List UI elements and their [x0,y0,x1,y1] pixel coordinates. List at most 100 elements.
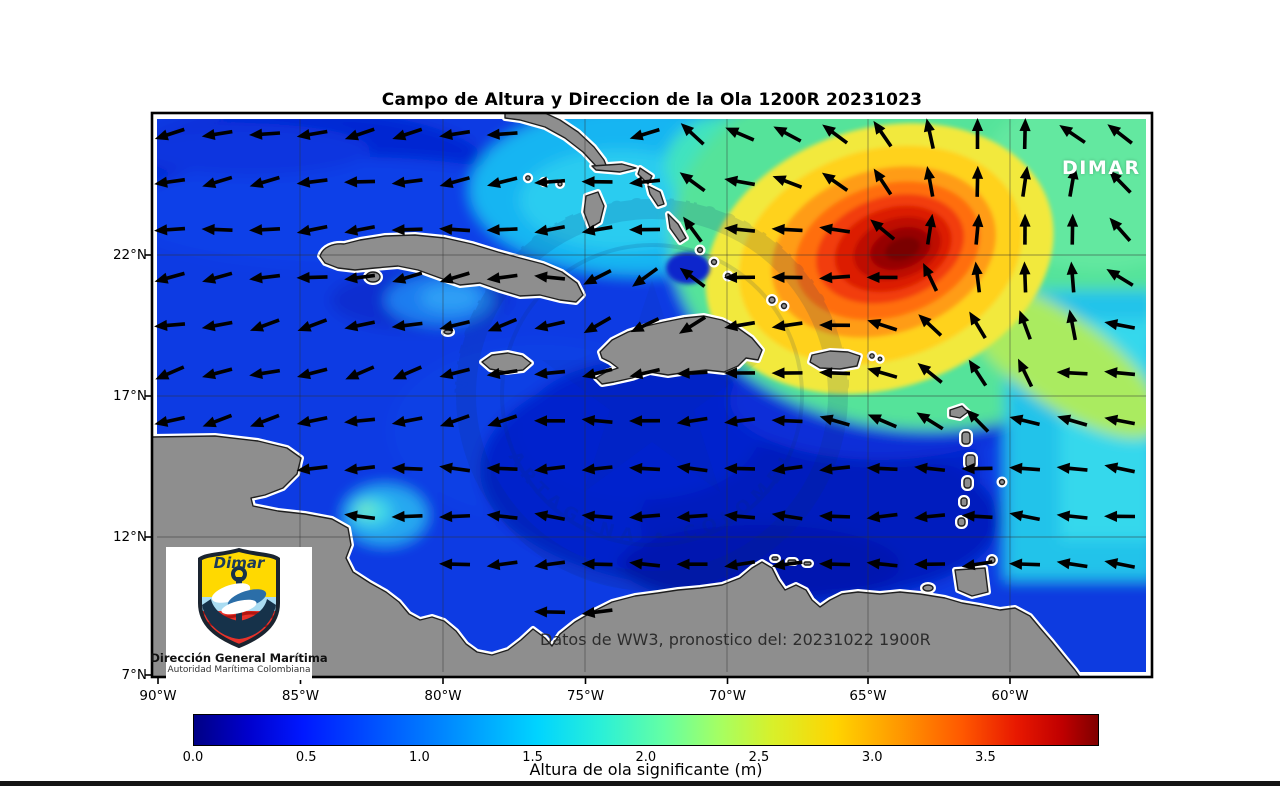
dimar-map-brand: DIMAR [1062,157,1141,179]
wave-arrow [772,175,803,189]
wave-arrow [439,223,471,236]
wave-arrow [1019,213,1031,245]
wave-arrow [676,558,708,570]
wave-arrow [1067,166,1079,197]
wave-arrow [391,510,423,523]
wave-arrow [391,224,423,236]
wave-arrow [439,510,471,523]
wave-arrow [961,463,993,475]
lon-tick-label: 90°W [139,688,177,704]
wave-arrow [1019,261,1031,293]
wave-arrow [923,118,935,150]
wave-arrow [249,318,280,332]
wave-arrow [629,367,661,380]
wave-arrow [819,558,851,570]
data-source-note: Datos de WW3, pronostico del: 20231022 1… [540,630,931,649]
wave-arrow [1108,170,1132,194]
wave-arrow [344,176,376,188]
wave-arrow [968,359,988,387]
wave-arrow [534,463,566,475]
wave-arrow [202,175,233,189]
colorbar-tick-label: 0.5 [295,750,317,765]
wave-arrow [534,415,566,427]
wave-arrow [1066,261,1078,293]
colorbar-gradient [193,714,1099,746]
wave-arrow [819,272,851,284]
wave-arrow [771,320,803,332]
wave-arrow [534,271,566,283]
wave-arrow [391,415,423,427]
wave-arrow [771,510,803,522]
colorbar-tick-label: 1.5 [522,750,543,765]
wave-arrow [391,176,423,188]
wave-arrow [486,559,518,571]
wave-arrow [1009,462,1041,474]
wave-arrow [392,365,422,380]
wave-arrow [1104,414,1136,426]
lat-tick-label: 7°N [121,667,147,683]
wave-arrow [439,367,470,380]
wave-arrow [486,272,518,284]
lon-tick-label: 65°W [849,688,887,704]
wave-arrow [583,268,612,285]
wave-arrow [866,511,898,523]
wave-arrow [866,462,898,475]
lat-tick-label: 12°N [112,529,147,545]
wave-arrow [679,267,706,288]
wave-arrow [344,224,376,236]
wave-arrow [1019,165,1031,197]
wave-arrow [683,216,703,243]
wave-arrow [1104,558,1136,570]
wave-arrow [914,558,946,570]
wave-arrow [534,606,566,618]
wave-arrow [630,317,660,333]
wave-arrow [344,415,376,427]
wave-arrow [771,223,803,236]
wave-arrow [629,558,661,570]
wave-arrow [344,320,376,332]
wave-arrow [534,320,566,332]
wave-arrow [534,367,566,379]
wave-arrow [866,271,898,283]
wave-arrow [867,318,898,332]
wave-arrow [250,413,280,428]
bottom-edge-strip [0,781,1280,786]
wave-arrow [773,126,802,143]
wave-arrow [1107,124,1133,145]
wave-arrow [534,176,566,188]
wave-arrow [439,176,470,188]
wave-arrow [154,127,185,141]
wave-arrow [581,176,613,188]
wave-arrow [724,462,756,475]
wave-arrow [154,271,185,284]
wave-arrow [676,511,708,523]
wave-arrow [581,224,613,236]
wave-arrow [819,510,851,522]
wave-arrow [487,317,518,332]
wave-arrow [249,175,280,189]
wave-arrow [486,462,518,475]
wave-arrow [439,128,471,140]
colorbar-tick-label: 0.0 [182,750,204,765]
wave-arrow [297,367,328,380]
wave-arrow [487,414,518,428]
wave-arrow [1057,414,1088,427]
wave-arrow [918,314,943,337]
wave-arrow [873,120,893,148]
wave-arrow [724,415,756,427]
wave-arrow [966,409,990,433]
wave-arrow [581,463,613,475]
anchor-icon [202,599,276,639]
lon-tick-label: 75°W [566,688,605,704]
wave-arrow [1104,510,1136,522]
wave-arrow [1019,118,1031,150]
wave-arrow [486,224,518,236]
wave-arrow [202,413,233,428]
wave-arrow [296,224,328,236]
wave-arrow [154,224,186,236]
wave-arrow [345,365,375,380]
wave-arrow [866,558,898,570]
colorbar-label: Altura de ola significante (m) [529,760,763,779]
wave-arrow [439,558,471,570]
